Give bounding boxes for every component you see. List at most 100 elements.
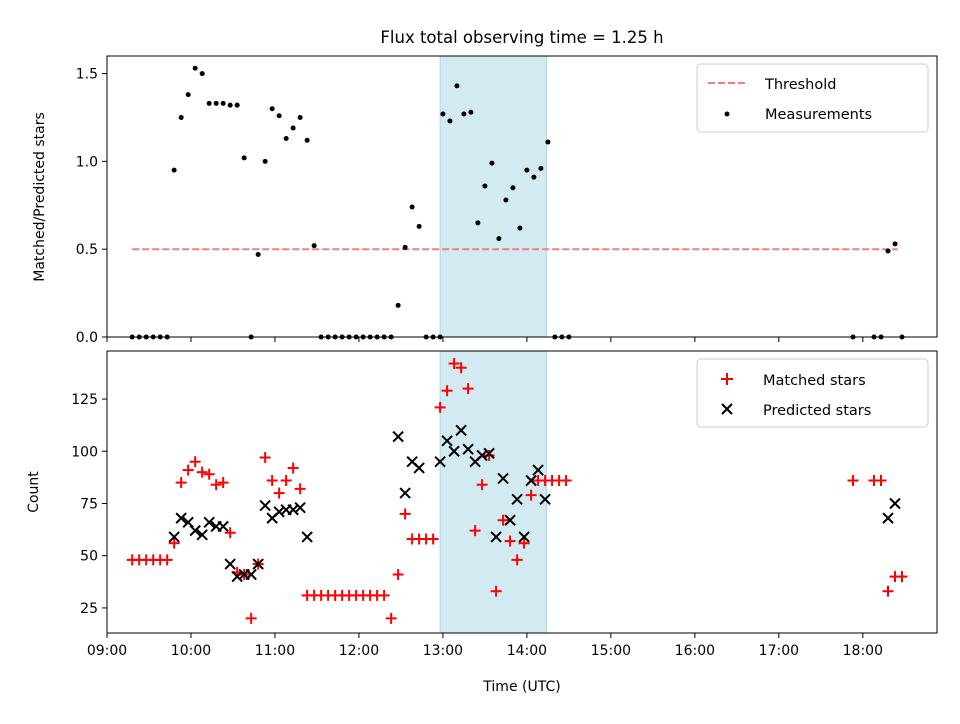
measurement-point [178, 114, 184, 120]
x-tick-label: 15:00 [591, 643, 631, 659]
measurement-point [510, 185, 516, 191]
matched-star-point [287, 462, 299, 474]
measurement-point [416, 223, 422, 229]
predicted-star-point [483, 447, 495, 460]
measurement-point [885, 248, 891, 254]
x-tick-label: 14:00 [507, 643, 547, 659]
matched-star-point [882, 585, 894, 597]
predicted-star-point [301, 531, 313, 543]
predicted-star-point [392, 430, 404, 443]
matched-star-point [203, 468, 215, 480]
measurement-point [276, 113, 282, 119]
x-tick-label: 11:00 [255, 643, 295, 659]
measurement-point [402, 244, 408, 250]
measurement-point [213, 100, 219, 106]
top-legend-box [696, 63, 929, 133]
y-tick-label: 1.5 [76, 67, 98, 83]
measurements-legend-label: Measurements [765, 107, 872, 123]
matched-star-point [525, 489, 537, 501]
measurement-point [545, 139, 551, 145]
predicted-legend-label: Predicted stars [763, 403, 871, 419]
threshold-legend-label: Threshold [764, 77, 836, 93]
measurement-point [234, 102, 240, 108]
matched-star-point [385, 612, 397, 624]
y-tick-label: 75 [80, 496, 98, 512]
matched-star-point [497, 514, 509, 526]
matched-star-point [224, 527, 236, 539]
measurement-point [395, 302, 401, 308]
measurement-point [290, 125, 296, 131]
measurement-point [227, 102, 233, 108]
predicted-star-point [224, 558, 236, 570]
predicted-star-point [511, 493, 523, 506]
matched-star-point [490, 585, 502, 597]
top-y-ticks: 0.0 0.5 1.0 1.5 [76, 67, 107, 346]
predicted-star-point [196, 529, 208, 541]
predicted-star-point [462, 443, 474, 455]
measurement-point [311, 243, 317, 249]
x-tick-label: 09:00 [87, 643, 127, 659]
x-axis-label: Time (UTC) [482, 679, 560, 695]
measurement-point [185, 92, 191, 98]
highlight-span [439, 350, 547, 634]
matched-star-point [476, 479, 488, 491]
matched-star-point [560, 475, 572, 487]
matched-star-point [511, 554, 523, 566]
predicted-star-point [889, 497, 901, 510]
measurement-point [269, 106, 275, 112]
measurement-points [129, 65, 905, 340]
predicted-star-points [168, 424, 901, 583]
matched-star-point [245, 612, 257, 624]
matched-star-point [182, 464, 194, 476]
matched-star-point [441, 385, 453, 397]
matched-star-point [427, 533, 439, 545]
measurement-point [220, 100, 226, 106]
predicted-star-point [434, 456, 446, 468]
bottom-legend: Matched stars Predicted stars [696, 358, 929, 428]
matched-star-point [280, 475, 292, 487]
matched-star-point [875, 475, 887, 487]
matched-star-point [896, 571, 908, 583]
top-y-axis-label: Matched/Predicted stars [32, 112, 48, 282]
matched-star-point [294, 483, 306, 495]
matched-star-point [462, 383, 474, 395]
measurement-point [304, 137, 310, 143]
matched-star-point [455, 362, 467, 374]
measurement-point [461, 111, 467, 117]
predicted-star-point [259, 499, 271, 512]
predicted-star-point [413, 462, 425, 474]
predicted-legend-swatch [721, 403, 733, 415]
bottom-y-axis-label: Count [26, 471, 42, 513]
predicted-star-point [882, 512, 894, 524]
matched-star-point [189, 456, 201, 468]
y-tick-label: 0.0 [76, 330, 98, 346]
matched-star-point [392, 569, 404, 581]
measurement-point [171, 167, 177, 173]
matched-star-point [378, 589, 390, 601]
x-tick-label: 10:00 [171, 643, 211, 659]
x-tick-label: 17:00 [759, 643, 799, 659]
matched-star-point [175, 477, 187, 489]
predicted-star-point [168, 531, 180, 543]
measurement-point [524, 167, 530, 173]
predicted-star-point [203, 516, 215, 528]
predicted-star-point [532, 464, 544, 476]
predicted-star-point [518, 531, 530, 543]
predicted-star-point [539, 493, 551, 506]
x-tick-label: 13:00 [423, 643, 463, 659]
bottom-legend-box [696, 358, 929, 428]
predicted-star-point [252, 558, 264, 570]
y-tick-label: 0.5 [76, 242, 98, 258]
top-legend: Threshold Measurements [696, 63, 929, 133]
measurement-point [255, 251, 261, 257]
measurement-point [262, 158, 268, 164]
matched-star-point [399, 508, 411, 520]
measurement-point [297, 114, 303, 120]
predicted-star-point [189, 524, 201, 537]
predicted-star-point [441, 435, 453, 447]
measurement-point [475, 220, 481, 226]
matched-star-point [483, 449, 495, 461]
predicted-star-point [525, 474, 537, 487]
matched-star-point [504, 535, 516, 547]
